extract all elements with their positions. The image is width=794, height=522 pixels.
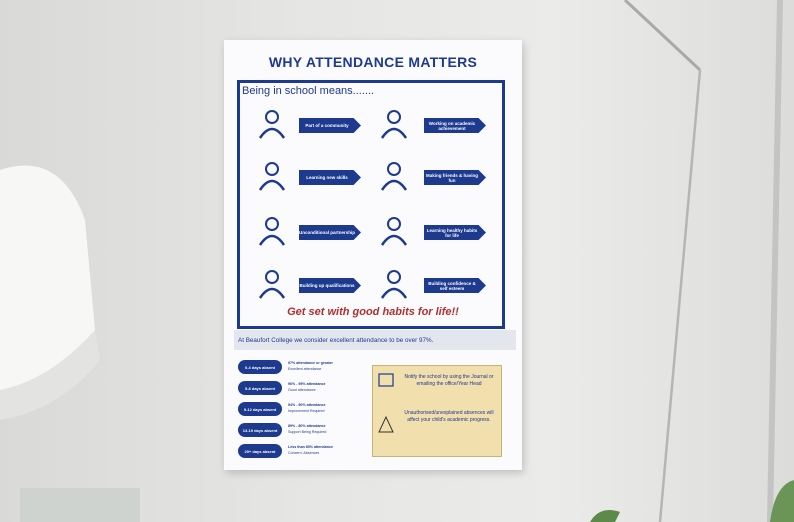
lamp-stand (658, 69, 702, 522)
lamp-arm (623, 0, 702, 72)
icon (254, 106, 290, 142)
days-pill: 5-8 days absent (238, 381, 282, 395)
icon (376, 266, 412, 302)
books (20, 488, 140, 522)
note: Notify the school by using the Journal o… (404, 374, 494, 387)
band-status: Support Being Required (288, 430, 327, 434)
note: Unauthorised/unexplained absences will a… (404, 410, 494, 423)
days-pill: 20+ days absent (238, 444, 282, 458)
band-status: Excellent attendance (288, 367, 322, 371)
days-pill: 0-4 days absent (238, 360, 282, 374)
mirror-frame (767, 0, 783, 522)
benefit-label: Unconditional partnership (299, 225, 361, 240)
note-box: Notify the school by using the Journal o… (372, 365, 502, 457)
icon (254, 266, 290, 302)
benefit-label: Part of a community (299, 118, 361, 133)
icon (376, 213, 412, 249)
benefit-label: Building up qualifications (299, 278, 361, 293)
band-percent: Less than 80% attendance (288, 445, 333, 449)
note-icons (378, 373, 394, 433)
benefit-label: Working on academic achievement (424, 118, 486, 133)
icon (376, 106, 412, 142)
benefit-label: Making friends & having fun (424, 170, 486, 185)
band-status: Concern: Absences (288, 451, 320, 455)
band-percent: 96% - 95% attendance (288, 382, 326, 386)
poster-title: WHY ATTENDANCE MATTERS (268, 54, 478, 70)
band-percent: 97% attendance or greater (288, 361, 333, 365)
chair-edge (0, 330, 100, 420)
band-percent: 94% - 90% attendance (288, 403, 326, 407)
frame (237, 80, 505, 329)
band-status: Improvement Required (288, 409, 325, 413)
benefit-label: Building confidence & self esteem (424, 278, 486, 293)
icon (254, 158, 290, 194)
benefit-label: Learning new skills (299, 170, 361, 185)
plant (590, 509, 620, 522)
subtitle: Being in school means....... (242, 85, 375, 97)
poster: WHY ATTENDANCE MATTERS Being in school m… (224, 40, 522, 470)
icon (254, 213, 290, 249)
chair (0, 165, 95, 390)
days-pill: 13-19 days absent (238, 423, 282, 437)
statement: At Beaufort College we consider excellen… (234, 330, 516, 350)
tagline: Get set with good habits for life!! (287, 306, 459, 318)
plant (770, 480, 794, 522)
band-status: Good attendance (288, 388, 316, 392)
band-percent: 89% - 80% attendance (288, 424, 326, 428)
days-pill: 9-12 days absent (238, 402, 282, 416)
icon (376, 158, 412, 194)
benefit-label: Learning healthy habits for life (424, 225, 486, 240)
